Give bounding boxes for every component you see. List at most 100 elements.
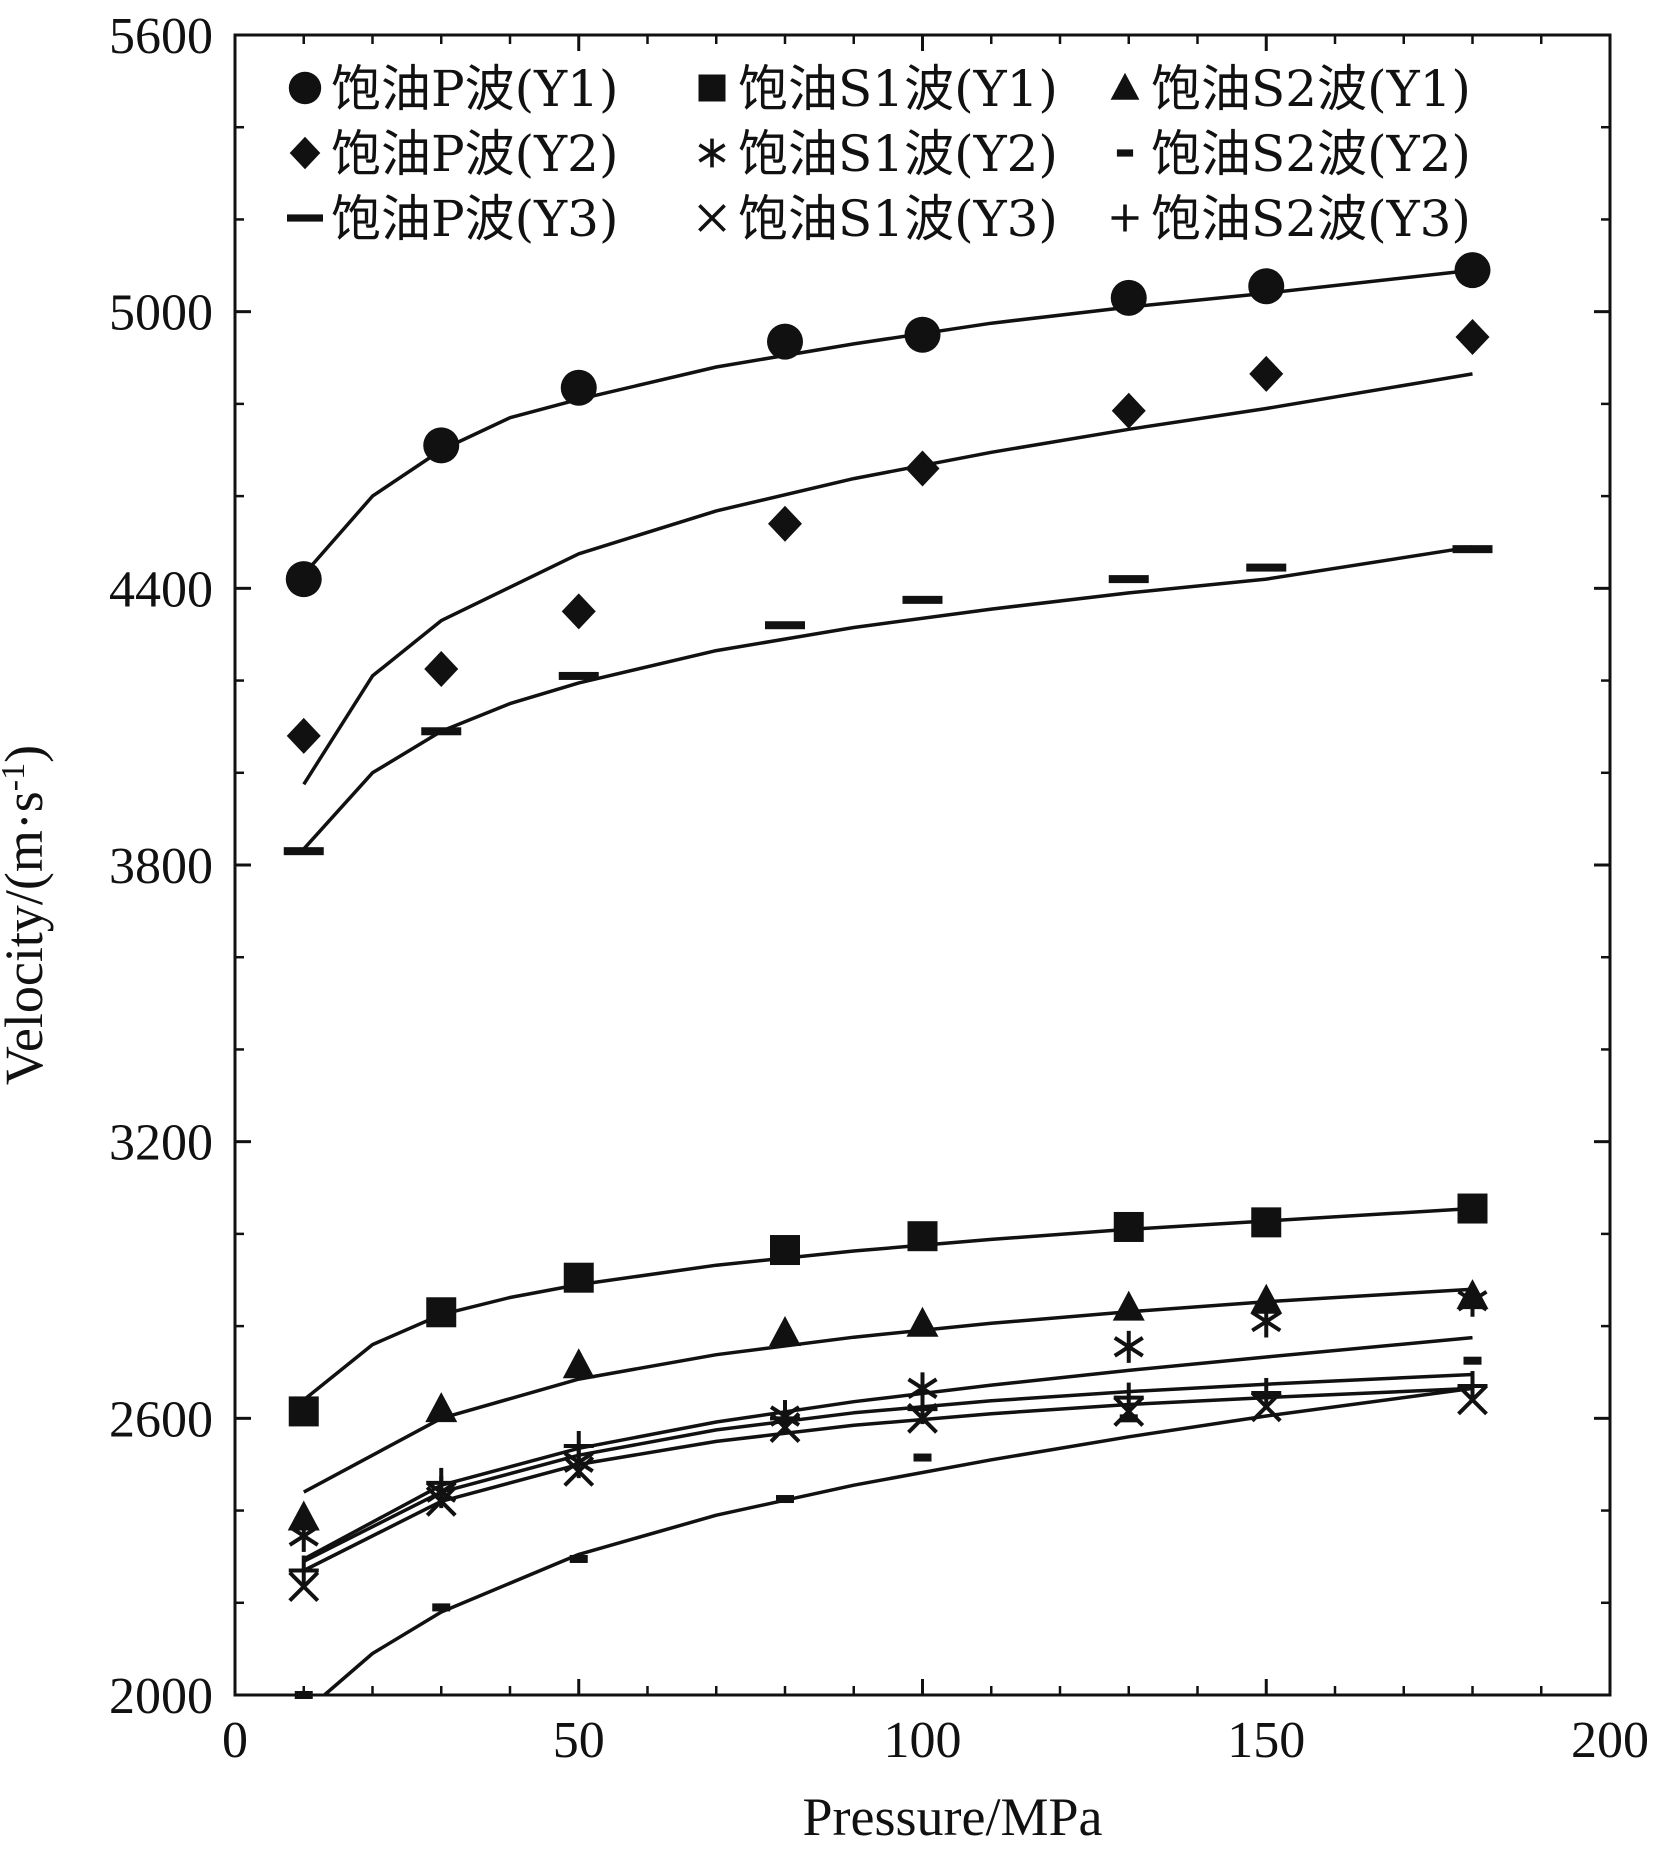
dash-marker <box>776 1495 794 1504</box>
diamond-marker <box>768 505 802 542</box>
x-stroke <box>288 1571 320 1603</box>
square-shape <box>907 1221 938 1252</box>
legend-item: 饱油P波(Y3) <box>287 190 618 248</box>
square-marker <box>288 1396 319 1427</box>
fit-curve-3 <box>302 1287 1473 1494</box>
x-stroke <box>425 1485 457 1517</box>
circle-shape <box>767 323 803 360</box>
triangle-shape <box>1112 1290 1145 1321</box>
fit-curve-2 <box>302 1206 1473 1402</box>
legend-item: 饱油S2波(Y3) <box>1111 190 1471 248</box>
data-markers <box>283 252 1493 1699</box>
x-tick-label: 200 <box>1571 1712 1649 1769</box>
y-tick-label: 3800 <box>109 838 213 895</box>
triangle-marker <box>769 1316 801 1347</box>
diamond-marker <box>561 593 596 630</box>
x-tick-label: 0 <box>222 1712 248 1769</box>
x-marker <box>288 1571 320 1603</box>
diamond-shape <box>286 717 321 754</box>
y-axis-title-close: ) <box>0 745 54 763</box>
legend-item: 饱油S1波(Y3) <box>698 190 1058 248</box>
plus-marker <box>770 1403 800 1434</box>
triangle-marker <box>1110 72 1140 100</box>
bar-shape <box>421 727 462 736</box>
square-shape <box>698 74 726 102</box>
square-shape <box>1251 1207 1282 1238</box>
x-marker <box>425 1485 457 1517</box>
asterisk-stroke <box>1113 1336 1144 1358</box>
legend-label: 饱油S1波(Y3) <box>738 190 1058 248</box>
square-marker <box>563 1262 594 1293</box>
dash-marker <box>1116 149 1134 157</box>
square-shape <box>770 1235 800 1266</box>
x-stroke <box>698 204 726 232</box>
triangle-shape <box>769 1316 801 1347</box>
bar-shape <box>558 671 599 680</box>
legend: 饱油P波(Y1) 饱油S1波(Y1) 饱油S2波(Y1) 饱油P波(Y2) 饱油S1波(… <box>287 60 1471 248</box>
circle-shape <box>288 71 322 105</box>
fit-curve-9 <box>303 1372 1473 1563</box>
legend-label: 饱油P波(Y3) <box>331 190 618 248</box>
bar-marker <box>558 671 599 680</box>
circle-marker <box>560 369 597 406</box>
circle-shape <box>1110 279 1147 316</box>
axis-ticks <box>233 33 1612 1697</box>
triangle-marker <box>1112 1290 1145 1321</box>
y-tick-label: 4400 <box>109 561 213 618</box>
dash-marker <box>1463 1356 1482 1365</box>
square-marker <box>1251 1207 1282 1238</box>
triangle-marker <box>906 1306 939 1337</box>
triangle-shape <box>425 1392 458 1423</box>
y-tick-label: 3200 <box>109 1115 213 1172</box>
triangle-marker <box>1250 1283 1283 1314</box>
circle-shape <box>423 427 460 464</box>
legend-label: 饱油P波(Y1) <box>331 60 618 118</box>
diamond-shape <box>905 450 940 487</box>
circle-shape <box>560 369 597 406</box>
triangle-marker <box>287 1500 320 1531</box>
diamond-shape <box>768 505 802 542</box>
asterisk-stroke <box>563 1451 594 1473</box>
dash-shape <box>913 1453 932 1462</box>
fit-curve-5 <box>302 1335 1473 1561</box>
diamond-marker <box>289 136 321 170</box>
circle-shape <box>1454 252 1491 289</box>
legend-label: 饱油P波(Y2) <box>331 125 618 183</box>
legend-item: 饱油P波(Y2) <box>289 125 618 183</box>
x-marker <box>563 1455 595 1487</box>
diamond-marker <box>1455 319 1490 356</box>
circle-marker <box>1110 279 1147 316</box>
plus-marker <box>907 1394 938 1425</box>
fit-curve-6 <box>323 1386 1473 1697</box>
legend-label: 饱油S1波(Y1) <box>738 60 1058 118</box>
circle-marker <box>767 323 803 360</box>
dash-shape <box>432 1603 451 1612</box>
x-axis-title: Pressure/MPa <box>803 1787 1103 1847</box>
triangle-marker <box>425 1392 458 1423</box>
dash-marker <box>569 1554 588 1563</box>
plus-marker <box>426 1467 457 1498</box>
triangle-shape <box>1250 1283 1283 1314</box>
bar-marker <box>421 727 462 736</box>
square-marker <box>698 74 726 102</box>
diamond-marker <box>1249 355 1284 392</box>
circle-shape <box>904 316 941 353</box>
asterisk-marker <box>1113 1330 1144 1363</box>
x-tick-label: 50 <box>553 1712 605 1769</box>
plus-marker <box>1251 1377 1282 1408</box>
plus-marker <box>288 1555 319 1586</box>
triangle-shape <box>906 1306 939 1337</box>
y-tick-label: 5600 <box>109 8 213 65</box>
square-marker <box>1457 1193 1488 1224</box>
plot-frame <box>233 33 1612 1697</box>
plus-marker <box>1113 1382 1144 1413</box>
asterisk-stroke <box>907 1377 938 1400</box>
circle-marker <box>1454 252 1491 289</box>
asterisk-marker <box>1457 1284 1488 1317</box>
triangle-shape <box>1110 72 1140 100</box>
bar-shape <box>1452 545 1493 554</box>
square-shape <box>1113 1211 1144 1242</box>
circle-marker <box>285 561 322 598</box>
diamond-shape <box>1111 392 1146 429</box>
